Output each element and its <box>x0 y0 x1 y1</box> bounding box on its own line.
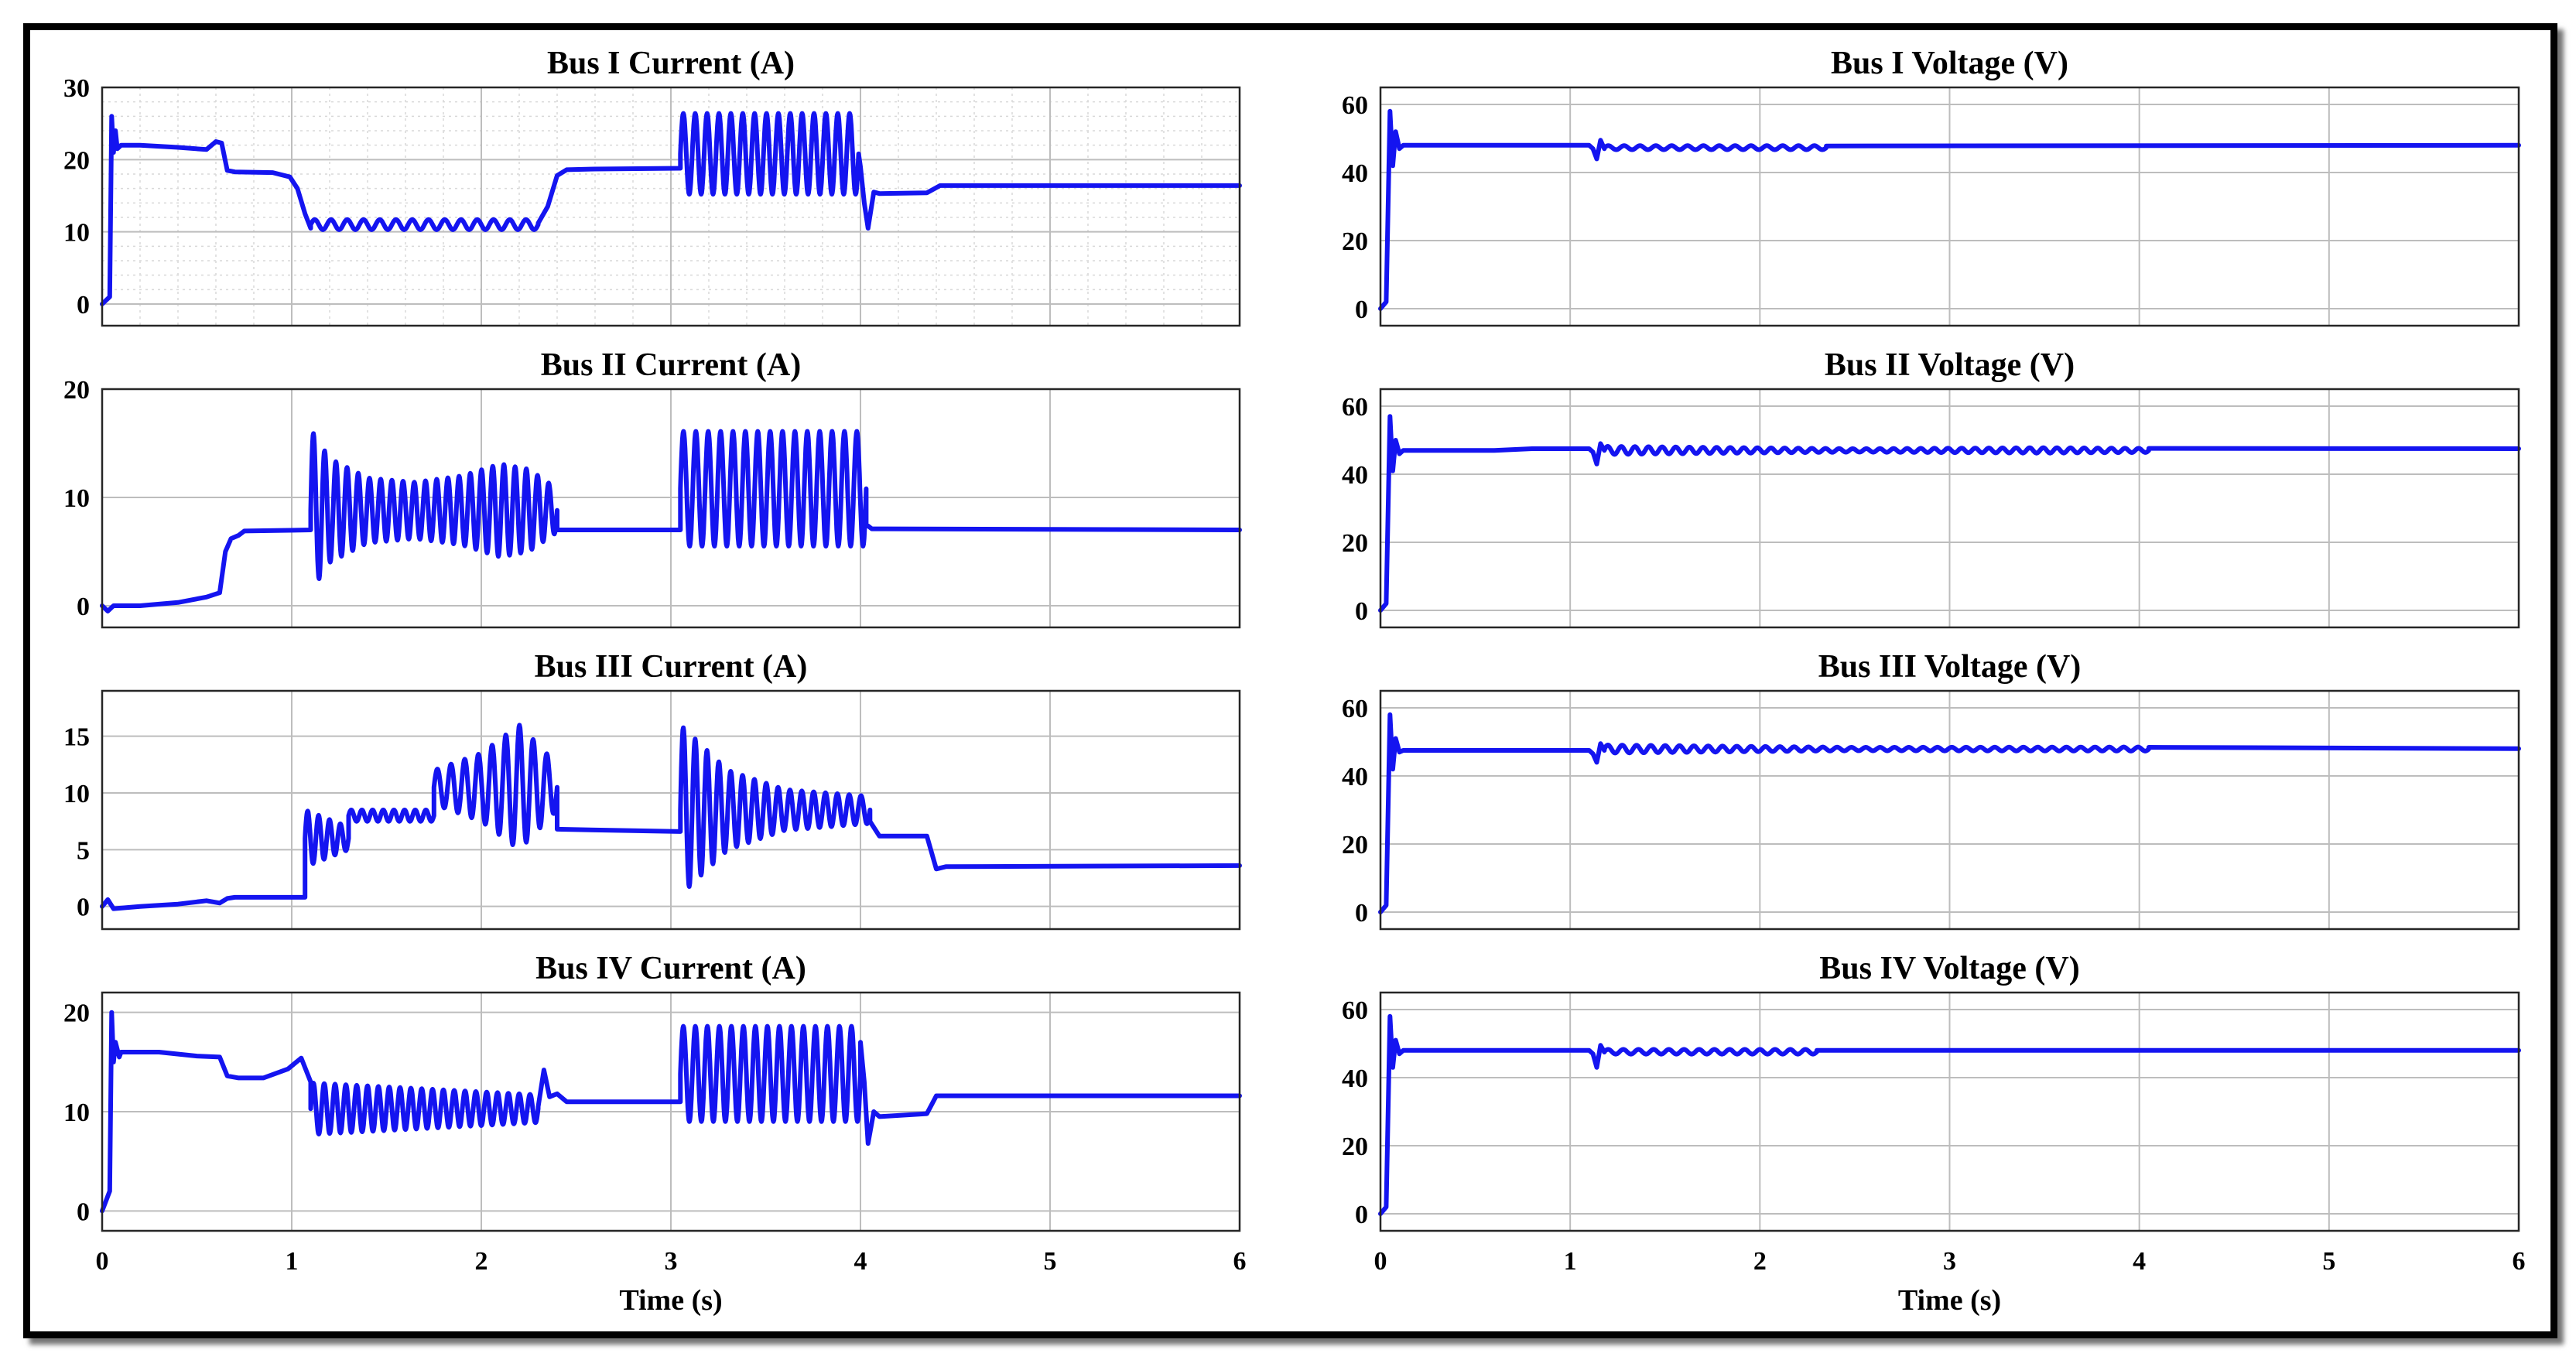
bus1-voltage-series-line <box>1378 108 2521 311</box>
bus4-current-chart: 0 10 20 0 1 2 3 4 5 6 Bus IV Current (A) Time (s) <box>63 951 1247 1317</box>
bus3-current-ytick-label: 0 <box>77 894 90 922</box>
bus3-voltage-series-line <box>1378 712 2521 914</box>
bus1-voltage-title: Bus I Voltage (V) <box>1831 46 2068 81</box>
bus3-current-axes-box <box>101 689 1241 931</box>
bus2-current-axes-box <box>101 388 1241 629</box>
bus2-voltage-chart: 0 20 40 60 Bus II Voltage (V) <box>1342 347 2521 629</box>
bus2-current-chart: 0 10 20 Bus II Current (A) <box>63 347 1242 629</box>
bus3-voltage-ytick-label: 0 <box>1355 899 1368 928</box>
bus4-current-xtick-label: 1 <box>286 1247 299 1276</box>
bus4-voltage-ytick-label: 0 <box>1355 1201 1368 1229</box>
bus1-voltage-chart: 0 20 40 60 Bus I Voltage (V) <box>1342 46 2521 327</box>
bus4-current-ytick-label: 20 <box>63 999 90 1028</box>
bus3-voltage-ytick-label: 40 <box>1342 763 1368 791</box>
bus4-current-xtick-label: 6 <box>1233 1247 1247 1276</box>
bus4-current-xtick-label: 4 <box>854 1247 867 1276</box>
bus4-voltage-chart: 0 20 40 60 0 1 2 3 4 5 6 Bus IV Voltage (V) Time (s) <box>1342 951 2526 1317</box>
bus3-voltage-axes-box <box>1379 689 2520 931</box>
bus1-current-chart: 0 10 20 30 Bus I Current (A) <box>63 46 1242 327</box>
bus2-voltage-axes-box <box>1379 388 2520 629</box>
bus3-current-chart: 0 5 10 15 Bus III Current (A) <box>63 649 1242 931</box>
bus1-current-series-line <box>100 111 1242 306</box>
bus3-voltage-ytick-label: 60 <box>1342 695 1368 723</box>
bus3-voltage-ytick-label: 20 <box>1342 831 1368 859</box>
bus4-current-xtick-label: 0 <box>96 1247 109 1276</box>
bus4-voltage-axes-box <box>1379 991 2520 1232</box>
bus2-voltage-ytick-label: 60 <box>1342 393 1368 422</box>
bus4-voltage-series-line <box>1378 1013 2521 1216</box>
bus4-voltage-xtick-label: 1 <box>1564 1247 1577 1276</box>
bus4-voltage-ytick-label: 20 <box>1342 1133 1368 1161</box>
bus1-voltage-ytick-label: 60 <box>1342 91 1368 120</box>
bus4-current-title: Bus IV Current (A) <box>535 951 806 986</box>
bus4-voltage-xtick-label: 3 <box>1943 1247 1956 1276</box>
bus3-current-series-line <box>100 723 1242 911</box>
bus3-current-ytick-label: 5 <box>77 836 90 865</box>
bus4-voltage-xtick-label: 2 <box>1753 1247 1767 1276</box>
bus1-current-ytick-label: 0 <box>77 291 90 319</box>
bus1-current-ytick-label: 30 <box>63 74 90 103</box>
bus4-voltage-xtick-label: 5 <box>2322 1247 2335 1276</box>
bus4-voltage-ytick-label: 40 <box>1342 1064 1368 1093</box>
bus4-voltage-ytick-label: 60 <box>1342 996 1368 1025</box>
bus4-voltage-xtick-label: 0 <box>1374 1247 1387 1276</box>
bus2-current-ytick-label: 10 <box>63 484 90 513</box>
bus1-voltage-axes-box <box>1379 86 2520 327</box>
bus1-current-ytick-label: 10 <box>63 219 90 248</box>
bus2-current-title: Bus II Current (A) <box>541 347 801 383</box>
bus4-voltage-xtick-label: 4 <box>2133 1247 2146 1276</box>
bus4-current-ytick-label: 10 <box>63 1099 90 1127</box>
bus3-current-ytick-label: 10 <box>63 780 90 808</box>
bus3-voltage-chart: 0 20 40 60 Bus III Voltage (V) <box>1342 649 2521 931</box>
bus2-voltage-ytick-label: 40 <box>1342 461 1368 490</box>
bus4-current-xlabel: Time (s) <box>619 1284 722 1317</box>
bus1-current-title: Bus I Current (A) <box>547 46 795 81</box>
bus3-current-ytick-label: 15 <box>63 723 90 752</box>
bus2-current-series-line <box>100 429 1242 613</box>
bus2-voltage-title: Bus II Voltage (V) <box>1825 347 2075 383</box>
bus1-current-ytick-label: 20 <box>63 146 90 175</box>
bus4-current-xtick-label: 5 <box>1044 1247 1057 1276</box>
bus4-current-ytick-label: 0 <box>77 1198 90 1226</box>
bus4-voltage-title: Bus IV Voltage (V) <box>1819 951 2079 986</box>
bus2-voltage-ytick-label: 0 <box>1355 597 1368 626</box>
bus4-current-axes-box <box>101 991 1241 1232</box>
bus3-current-title: Bus III Current (A) <box>535 649 808 685</box>
bus3-voltage-title: Bus III Voltage (V) <box>1818 649 2082 685</box>
bus4-current-series-line <box>100 1010 1242 1214</box>
bus1-voltage-ytick-label: 40 <box>1342 159 1368 188</box>
bus4-current-xtick-label: 2 <box>475 1247 488 1276</box>
bus2-current-ytick-label: 20 <box>63 376 90 405</box>
bus1-voltage-ytick-label: 20 <box>1342 227 1368 256</box>
bus4-current-xtick-label: 3 <box>665 1247 678 1276</box>
bus2-current-ytick-label: 0 <box>77 593 90 621</box>
bus2-voltage-series-line <box>1378 414 2521 613</box>
bus4-voltage-xlabel: Time (s) <box>1898 1284 2001 1317</box>
bus4-voltage-xtick-label: 6 <box>2513 1247 2526 1276</box>
bus1-current-axes-box <box>101 86 1241 327</box>
bus2-voltage-ytick-label: 20 <box>1342 529 1368 558</box>
bus1-voltage-ytick-label: 0 <box>1355 296 1368 324</box>
